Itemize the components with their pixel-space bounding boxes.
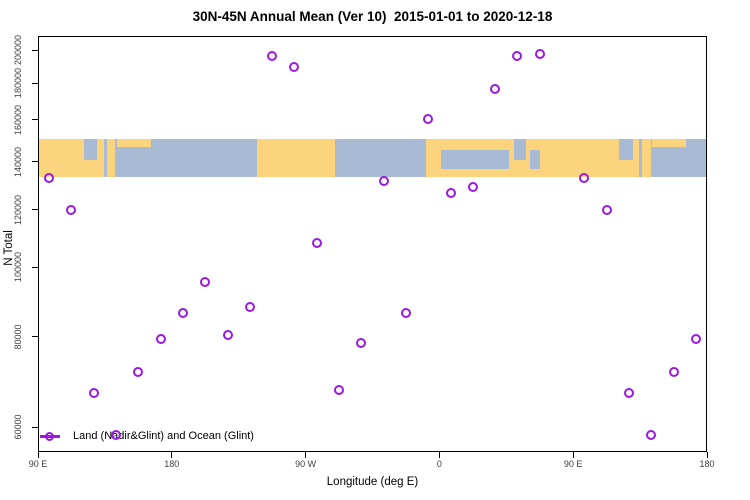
x-tick-label: 180 <box>164 459 180 469</box>
data-point <box>490 84 501 95</box>
data-point <box>267 51 278 62</box>
data-point <box>88 387 99 398</box>
data-point <box>44 172 55 183</box>
x-tick <box>438 452 440 458</box>
x-axis-label: Longitude (deg E) <box>326 476 419 488</box>
x-tick-label: 90 E <box>28 459 48 469</box>
x-tick <box>572 452 574 458</box>
x-tick-label: 90 E <box>563 459 583 469</box>
data-point <box>66 204 77 215</box>
data-point <box>601 204 612 215</box>
x-tick <box>37 452 39 458</box>
data-point <box>356 337 367 348</box>
y-tick-label: 140000 <box>13 146 23 177</box>
data-point <box>334 385 345 396</box>
data-point <box>289 61 300 72</box>
y-tick <box>32 266 38 268</box>
legend: Land (Nadir&Glint) and Ocean (Glint) <box>40 428 254 444</box>
data-point <box>400 307 411 318</box>
map-sea-patch <box>530 150 541 170</box>
data-point <box>579 172 590 183</box>
data-point <box>467 182 478 193</box>
map-land-patch <box>651 139 687 148</box>
y-tick <box>32 82 38 84</box>
data-point <box>155 333 166 344</box>
y-tick-label: 120000 <box>13 194 23 226</box>
y-tick <box>32 49 38 51</box>
map-sea-patch <box>440 150 510 170</box>
y-tick <box>32 161 38 163</box>
data-point <box>244 302 255 313</box>
data-point <box>423 113 434 124</box>
data-point <box>177 307 188 318</box>
data-point <box>445 188 456 199</box>
data-point <box>534 48 545 59</box>
data-point <box>222 330 233 341</box>
map-sea-patch <box>639 139 643 178</box>
data-point <box>690 333 701 344</box>
data-point <box>200 276 211 287</box>
data-point <box>623 387 634 398</box>
x-tick <box>171 452 173 458</box>
x-tick-label: 0 <box>436 459 442 469</box>
x-tick <box>305 452 307 458</box>
data-point <box>311 237 322 248</box>
map-sea-patch <box>619 139 633 160</box>
data-point <box>133 367 144 378</box>
data-point <box>378 176 389 187</box>
y-tick-label: 60000 <box>13 414 23 440</box>
x-tick-label: 180 <box>699 459 715 469</box>
map-sea-patch <box>513 139 526 160</box>
map-land <box>256 139 336 178</box>
data-point <box>512 51 523 62</box>
map-land <box>39 139 116 178</box>
data-point <box>646 430 657 441</box>
y-tick-label: 200000 <box>13 34 23 66</box>
chart-title: 30N-45N Annual Mean (Ver 10) 2015-01-01 … <box>192 9 553 24</box>
map-land-patch <box>116 139 151 148</box>
data-point <box>668 367 679 378</box>
plot-area-border <box>38 36 707 452</box>
legend-point-marker <box>45 431 54 441</box>
y-tick <box>32 426 38 428</box>
y-tick-label: 80000 <box>13 324 23 350</box>
y-tick <box>32 119 38 121</box>
map-sea-patch <box>84 139 98 160</box>
data-point <box>111 430 122 441</box>
y-tick <box>32 336 38 338</box>
y-tick <box>32 209 38 211</box>
map-sea-patch <box>104 139 108 178</box>
legend-label: Land (Nadir&Glint) and Ocean (Glint) <box>73 430 254 442</box>
y-tick-label: 100000 <box>13 252 23 283</box>
x-tick <box>706 452 708 458</box>
x-tick-label: 90 W <box>295 459 317 469</box>
